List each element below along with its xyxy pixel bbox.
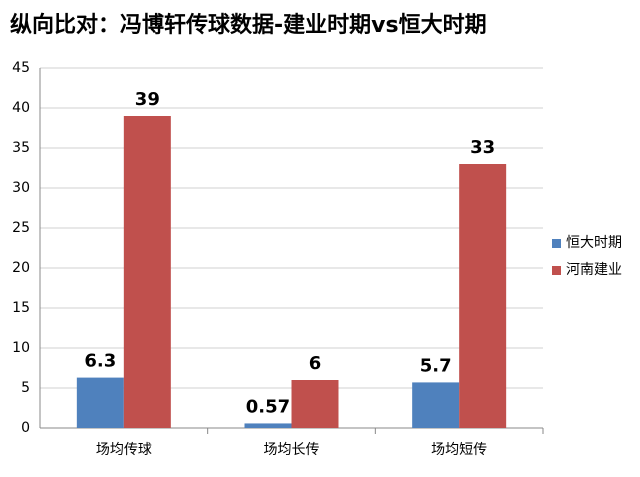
bar	[123, 116, 171, 428]
bar	[459, 164, 507, 428]
y-tick-label: 45	[12, 60, 30, 76]
y-tick-label: 5	[21, 380, 30, 396]
legend-swatch	[552, 266, 561, 275]
value-label: 33	[470, 137, 495, 158]
y-tick-label: 40	[12, 100, 30, 116]
y-tick-label: 0	[21, 420, 30, 436]
legend-swatch	[552, 239, 561, 248]
y-tick-label: 20	[12, 260, 30, 276]
value-label: 39	[135, 89, 160, 110]
value-label: 0.57	[246, 396, 290, 417]
y-tick-label: 25	[12, 220, 30, 236]
value-label: 5.7	[420, 355, 452, 376]
chart-title: 纵向比对：冯博轩传球数据-建业时期vs恒大时期	[10, 12, 487, 38]
y-tick-label: 30	[12, 180, 30, 196]
bar	[76, 377, 124, 428]
value-label: 6	[309, 353, 322, 374]
bar	[412, 382, 460, 428]
x-tick-label: 场均短传	[431, 442, 487, 458]
legend-label: 河南建业	[566, 262, 622, 278]
x-tick-label: 场均传球	[96, 442, 152, 458]
y-tick-label: 15	[12, 300, 30, 316]
x-tick-label: 场均长传	[264, 442, 320, 458]
legend-label: 恒大时期	[566, 235, 622, 251]
bar	[244, 423, 292, 428]
value-label: 6.3	[84, 351, 116, 372]
y-tick-label: 10	[12, 340, 30, 356]
y-tick-label: 35	[12, 140, 30, 156]
bar	[291, 380, 339, 428]
